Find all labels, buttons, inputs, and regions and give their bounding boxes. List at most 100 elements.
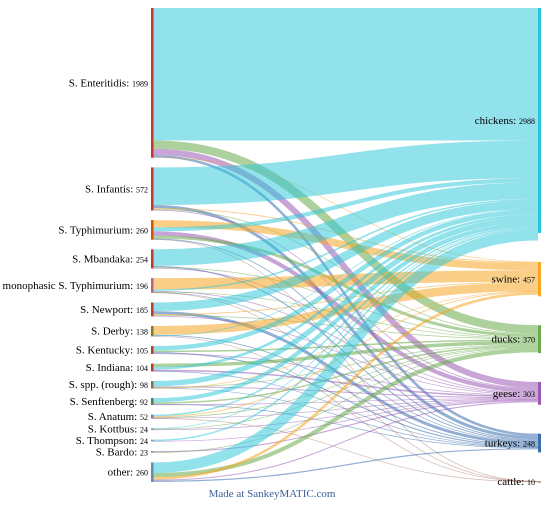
flow-s-newport-to-chickens[interactable] [153, 200, 539, 312]
source-node-s-senftenberg[interactable] [151, 398, 154, 405]
source-node-s-newport[interactable] [151, 302, 154, 317]
flow-s-newport-to-turkeys[interactable] [153, 311, 539, 445]
source-name: S. Infantis: [85, 183, 136, 195]
flow-s-kottbus-to-ducks[interactable] [153, 347, 539, 430]
source-node-s-spp-rough[interactable] [151, 381, 154, 389]
flow-s-infantis-to-ducks[interactable] [153, 208, 539, 335]
flow-s-mbandaka-to-geese[interactable] [153, 267, 539, 394]
flow-s-anatum-to-ducks[interactable] [153, 346, 539, 418]
target-value: 10 [527, 478, 535, 487]
flow-s-bardo-to-geese[interactable] [153, 400, 539, 453]
source-label-s-kottbus: S. Kottbus: 24 [88, 424, 148, 436]
source-node-s-mbandaka[interactable] [151, 249, 154, 269]
flow-s-typhimurium-to-ducks[interactable] [153, 235, 539, 338]
flow-s-spp-rough-to-chickens[interactable] [153, 216, 539, 387]
flow-s-anatum-to-chickens[interactable] [153, 226, 539, 417]
target-node-geese[interactable] [538, 381, 541, 405]
flow-s-enteritidis-to-swine[interactable] [153, 157, 539, 263]
flow-s-thompson-to-geese[interactable] [153, 399, 539, 442]
flow-s-derby-to-swine[interactable] [153, 282, 539, 335]
flow-other-to-chickens[interactable] [153, 229, 539, 473]
source-value: 1989 [132, 79, 148, 88]
source-value: 24 [140, 426, 148, 435]
source-node-s-derby[interactable] [151, 326, 154, 337]
source-name: S. Senftenberg: [70, 396, 140, 408]
flow-s-bardo-to-ducks[interactable] [153, 347, 539, 453]
flow-s-senftenberg-to-geese[interactable] [153, 398, 539, 406]
flow-s-kentucky-to-chickens[interactable] [153, 209, 539, 351]
target-node-swine[interactable] [538, 261, 541, 297]
source-node-s-infantis[interactable] [151, 167, 154, 211]
source-label-s-kentucky: S. Kentucky: 105 [76, 345, 148, 357]
target-node-ducks[interactable] [538, 325, 541, 354]
flow-other-to-turkeys[interactable] [153, 448, 539, 482]
source-name: S. Kentucky: [76, 345, 136, 357]
source-value: 104 [136, 364, 148, 373]
target-node-chickens[interactable] [538, 8, 541, 233]
source-value: 196 [136, 282, 148, 291]
target-label-chickens: chickens: 2988 [475, 115, 535, 127]
source-node-s-indiana[interactable] [151, 363, 154, 372]
credit-text[interactable]: Made at SankeyMATIC.com [209, 488, 336, 500]
source-name: S. Enteritidis: [69, 77, 132, 89]
source-node-s-enteritidis[interactable] [151, 8, 154, 158]
source-node-s-anatum[interactable] [151, 414, 154, 419]
flow-monophasic-s-typhimurium-to-geese[interactable] [153, 290, 539, 395]
flow-s-newport-to-ducks[interactable] [153, 315, 539, 340]
flow-s-spp-rough-to-geese[interactable] [153, 386, 539, 399]
flow-s-spp-rough-to-ducks[interactable] [153, 344, 539, 388]
flow-s-kottbus-to-chickens[interactable] [153, 227, 539, 429]
flow-s-senftenberg-to-ducks[interactable] [153, 344, 539, 404]
source-label-s-bardo: S. Bardo: 23 [96, 446, 148, 458]
target-name: chickens: [475, 115, 519, 127]
flow-s-infantis-to-chickens[interactable] [153, 140, 539, 206]
source-node-s-bardo[interactable] [151, 451, 154, 453]
target-node-cattle[interactable] [538, 481, 541, 483]
flow-s-senftenberg-to-chickens[interactable] [153, 222, 539, 403]
source-value: 24 [140, 437, 148, 446]
source-node-s-kottbus[interactable] [151, 428, 154, 430]
target-label-cattle: cattle: 10 [497, 476, 535, 488]
source-value: 260 [136, 469, 148, 478]
target-value: 370 [523, 336, 535, 345]
target-name: turkeys: [485, 438, 523, 450]
flow-s-indiana-to-chickens[interactable] [153, 214, 539, 370]
flow-s-mbandaka-to-chickens[interactable] [153, 182, 539, 266]
flow-s-indiana-to-geese[interactable] [153, 369, 539, 398]
target-name: swine: [492, 274, 523, 286]
source-node-other[interactable] [151, 462, 154, 482]
flow-s-typhimurium-to-chickens[interactable] [153, 178, 539, 232]
flow-monophasic-s-typhimurium-to-chickens[interactable] [153, 198, 539, 291]
source-label-s-enteritidis: S. Enteritidis: 1989 [69, 77, 148, 89]
flow-other-to-geese[interactable] [153, 401, 539, 481]
source-name: S. Typhimurium: [58, 224, 136, 236]
source-name: S. Indiana: [86, 362, 136, 374]
flow-s-anatum-to-geese[interactable] [153, 398, 539, 419]
flow-s-derby-to-chickens[interactable] [153, 209, 539, 337]
flow-s-spp-rough-to-swine[interactable] [153, 290, 539, 389]
target-value: 303 [523, 390, 535, 399]
source-node-s-thompson[interactable] [151, 439, 154, 442]
flow-s-anatum-to-cattle[interactable] [153, 418, 539, 483]
flow-monophasic-s-typhimurium-to-ducks[interactable] [153, 291, 539, 339]
source-node-monophasic-s-typhimurium[interactable] [151, 278, 154, 293]
source-node-s-kentucky[interactable] [151, 346, 154, 354]
source-name: S. Derby: [91, 326, 136, 338]
source-label-s-indiana: S. Indiana: 104 [86, 362, 148, 374]
sankey-nodes [151, 8, 541, 483]
source-value: 260 [136, 226, 148, 235]
flow-s-kentucky-to-turkeys[interactable] [153, 352, 539, 447]
source-value: 254 [136, 255, 148, 264]
flow-other-to-swine[interactable] [153, 292, 539, 480]
flow-s-infantis-to-swine[interactable] [153, 208, 539, 264]
flow-s-thompson-to-chickens[interactable] [153, 228, 539, 442]
target-label-swine: swine: 457 [492, 274, 535, 286]
flow-s-enteritidis-to-ducks[interactable] [153, 140, 539, 334]
source-label-other: other: 260 [108, 467, 148, 479]
source-node-s-typhimurium[interactable] [151, 220, 154, 240]
source-value: 23 [140, 448, 148, 457]
source-label-s-newport: S. Newport: 185 [80, 304, 148, 316]
target-node-turkeys[interactable] [538, 433, 541, 453]
flow-s-enteritidis-to-geese[interactable] [153, 148, 539, 388]
